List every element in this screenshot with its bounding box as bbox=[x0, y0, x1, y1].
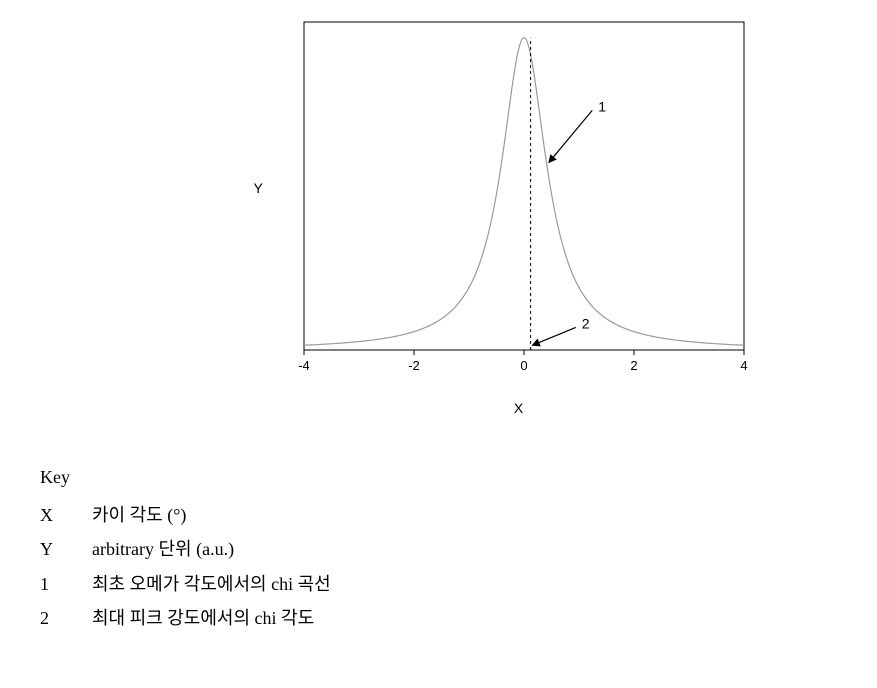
key-symbol: 2 bbox=[40, 601, 92, 635]
y-axis-label: Y bbox=[254, 180, 263, 196]
key-description: arbitrary 단위 (a.u.) bbox=[92, 532, 343, 566]
chart-container: Y -4-202412 X bbox=[40, 10, 837, 410]
svg-text:4: 4 bbox=[740, 358, 747, 373]
key-description: 최초 오메가 각도에서의 chi 곡선 bbox=[92, 567, 343, 601]
svg-text:1: 1 bbox=[598, 98, 606, 114]
key-symbol: X bbox=[40, 498, 92, 532]
chart-svg: -4 -2 0 2 4 1 2 bbox=[284, 10, 754, 390]
svg-text:-4: -4 bbox=[298, 358, 310, 373]
svg-text:-2: -2 bbox=[408, 358, 420, 373]
svg-text:2: 2 bbox=[581, 315, 589, 331]
key-row: Yarbitrary 단위 (a.u.) bbox=[40, 532, 343, 566]
key-symbol: Y bbox=[40, 532, 92, 566]
key-table: X카이 각도 (°)Yarbitrary 단위 (a.u.)1최초 오메가 각도… bbox=[40, 498, 343, 635]
chart-box: Y -4-202412 X bbox=[284, 10, 754, 410]
key-title: Key bbox=[40, 460, 837, 494]
x-axis-label: X bbox=[514, 400, 523, 416]
key-row: 1최초 오메가 각도에서의 chi 곡선 bbox=[40, 567, 343, 601]
key-symbol: 1 bbox=[40, 567, 92, 601]
key-row: 2최대 피크 강도에서의 chi 각도 bbox=[40, 601, 343, 635]
key-row: X카이 각도 (°) bbox=[40, 498, 343, 532]
svg-text:0: 0 bbox=[520, 358, 527, 373]
key-description: 카이 각도 (°) bbox=[92, 498, 343, 532]
svg-text:2: 2 bbox=[630, 358, 637, 373]
key-section: Key X카이 각도 (°)Yarbitrary 단위 (a.u.)1최초 오메… bbox=[40, 460, 837, 635]
page-root: Y -4-202412 X Key X카이 각도 (°)Yarbitrary 단… bbox=[0, 0, 877, 688]
key-description: 최대 피크 강도에서의 chi 각도 bbox=[92, 601, 343, 635]
